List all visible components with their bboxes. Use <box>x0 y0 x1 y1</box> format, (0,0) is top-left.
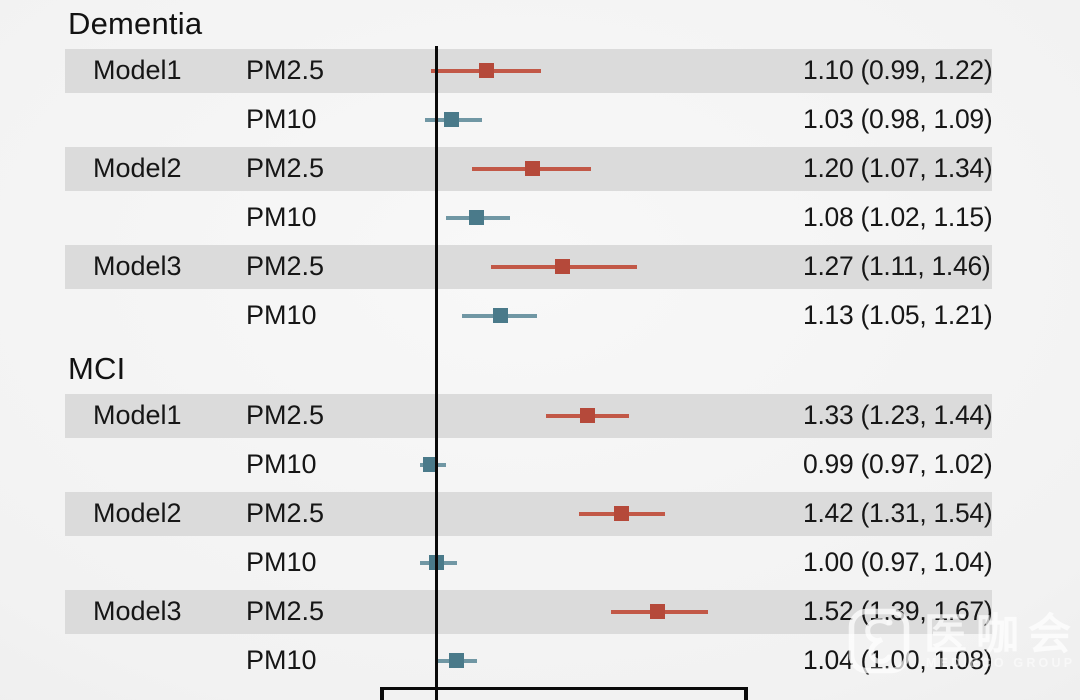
forest-row: PM10 1.03 (0.98, 1.09) <box>0 95 1080 144</box>
forest-row: Model1 PM2.5 1.10 (0.99, 1.22) <box>0 46 1080 95</box>
model-label: Model2 <box>93 498 182 528</box>
forest-row: Model3 PM2.5 1.27 (1.11, 1.46) <box>0 242 1080 291</box>
forest-row: Model2 PM2.5 1.42 (1.31, 1.54) <box>0 489 1080 538</box>
pollutant-label: PM10 <box>246 104 317 134</box>
row-stripe <box>65 491 992 536</box>
point-estimate-marker <box>479 63 494 78</box>
estimate-ci-text: 1.04 (1.00, 1.08) <box>803 645 993 675</box>
reference-line <box>434 46 438 700</box>
forest-row: Model2 PM2.5 1.20 (1.07, 1.34) <box>0 144 1080 193</box>
group-header: Dementia <box>0 0 1080 46</box>
point-estimate-marker <box>423 457 439 472</box>
point-estimate-marker <box>614 506 630 521</box>
forest-row: PM10 0.99 (0.97, 1.02) <box>0 440 1080 489</box>
forest-row: PM10 1.08 (1.02, 1.15) <box>0 193 1080 242</box>
point-estimate-marker <box>650 604 666 619</box>
x-axis-tick-right <box>744 686 748 700</box>
group-label: MCI <box>68 351 126 386</box>
forest-row: Model1 PM2.5 1.33 (1.23, 1.44) <box>0 391 1080 440</box>
pollutant-label: PM10 <box>246 645 317 675</box>
estimate-ci-text: 0.99 (0.97, 1.02) <box>803 449 993 479</box>
point-estimate-marker <box>444 112 460 127</box>
x-axis-tick-left <box>380 686 384 700</box>
estimate-ci-text: 1.00 (0.97, 1.04) <box>803 547 993 577</box>
estimate-ci-text: 1.13 (1.05, 1.21) <box>803 300 993 330</box>
row-stripe <box>65 393 992 438</box>
model-label: Model2 <box>93 153 182 183</box>
pollutant-label: PM2.5 <box>246 596 325 626</box>
pollutant-label: PM2.5 <box>246 55 325 85</box>
group-label: Dementia <box>68 6 203 41</box>
forest-row: PM10 1.13 (1.05, 1.21) <box>0 291 1080 340</box>
pollutant-label: PM2.5 <box>246 498 325 528</box>
estimate-ci-text: 1.10 (0.99, 1.22) <box>803 55 993 85</box>
pollutant-label: PM10 <box>246 202 317 232</box>
pollutant-label: PM2.5 <box>246 251 325 281</box>
estimate-ci-text: 1.42 (1.31, 1.54) <box>803 498 993 528</box>
model-label: Model1 <box>93 400 182 430</box>
point-estimate-marker <box>525 161 541 176</box>
pollutant-label: PM2.5 <box>246 400 325 430</box>
forest-row: Model3 PM2.5 1.52 (1.39, 1.67) <box>0 587 1080 636</box>
estimate-ci-text: 1.52 (1.39, 1.67) <box>803 596 993 626</box>
model-label: Model3 <box>93 251 182 281</box>
x-axis-line <box>380 686 748 690</box>
estimate-ci-text: 1.20 (1.07, 1.34) <box>803 153 993 183</box>
pollutant-label: PM2.5 <box>246 153 325 183</box>
point-estimate-marker <box>579 408 595 423</box>
model-label: Model3 <box>93 596 182 626</box>
forest-row: PM10 1.00 (0.97, 1.04) <box>0 538 1080 587</box>
estimate-ci-text: 1.27 (1.11, 1.46) <box>803 251 991 281</box>
row-stripe <box>65 589 992 634</box>
pollutant-label: PM10 <box>246 449 317 479</box>
model-label: Model1 <box>93 55 182 85</box>
estimate-ci-text: 1.03 (0.98, 1.09) <box>803 104 993 134</box>
estimate-ci-text: 1.08 (1.02, 1.15) <box>803 202 993 232</box>
pollutant-label: PM10 <box>246 547 317 577</box>
point-estimate-marker <box>493 308 509 323</box>
estimate-ci-text: 1.33 (1.23, 1.44) <box>803 400 993 430</box>
point-estimate-marker <box>469 210 485 225</box>
point-estimate-marker <box>449 653 465 668</box>
group-header: MCI <box>0 340 1080 391</box>
forest-row: PM10 1.04 (1.00, 1.08) <box>0 636 1080 685</box>
point-estimate-marker <box>555 259 571 274</box>
pollutant-label: PM10 <box>246 300 317 330</box>
